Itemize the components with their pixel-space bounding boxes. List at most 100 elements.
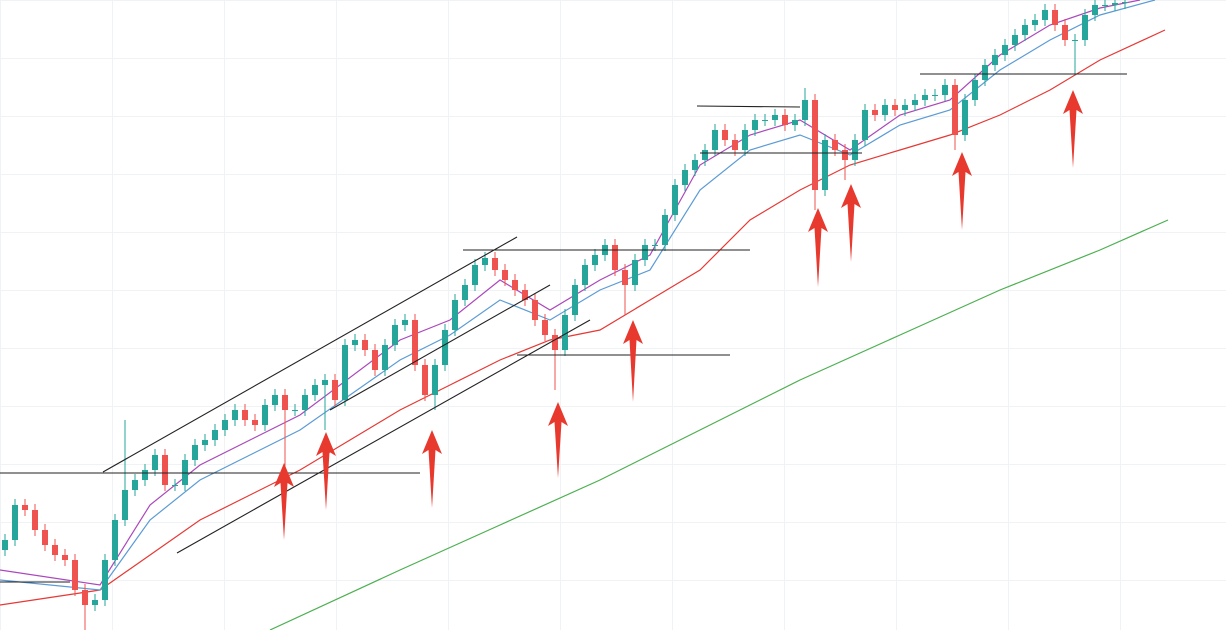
candle-body xyxy=(1122,2,1128,3)
candle-body xyxy=(82,590,88,605)
candle-body xyxy=(32,510,38,530)
arrow xyxy=(274,463,294,540)
candle-body xyxy=(692,160,698,170)
candle-body xyxy=(302,395,308,410)
candle-body xyxy=(572,285,578,315)
candle-body xyxy=(1032,20,1038,25)
arrow xyxy=(422,430,442,508)
arrow xyxy=(1063,90,1083,168)
candle-body xyxy=(2,540,8,550)
arrow xyxy=(841,184,861,262)
candle-body xyxy=(1102,5,1108,6)
moving-average xyxy=(0,29,1166,606)
candle-body xyxy=(162,455,168,485)
candle-body xyxy=(892,105,898,110)
candle-body xyxy=(192,445,198,460)
candle-body xyxy=(922,95,928,100)
candle-body xyxy=(492,258,498,270)
candle-body xyxy=(782,115,788,125)
candle-body xyxy=(372,350,378,370)
candle-body xyxy=(352,340,358,345)
candle-body xyxy=(982,65,988,80)
candle-body xyxy=(1092,5,1098,15)
candle-body xyxy=(732,140,738,150)
candle-body xyxy=(232,410,238,420)
candle-body xyxy=(632,260,638,285)
candle-body xyxy=(402,320,408,325)
candle-body xyxy=(92,600,98,605)
candle-body xyxy=(1002,45,1008,55)
candle-body xyxy=(1022,25,1028,35)
candle-body xyxy=(102,560,108,600)
candle-body xyxy=(852,140,858,160)
candle-body xyxy=(712,130,718,150)
candle-body xyxy=(942,85,948,95)
candle-body xyxy=(642,245,648,260)
candle-body xyxy=(662,215,668,245)
candle-body xyxy=(832,140,838,150)
moving-average xyxy=(269,219,1169,630)
candle-body xyxy=(1042,10,1048,20)
candle-body xyxy=(742,130,748,150)
candle-body xyxy=(322,380,328,385)
candle-body xyxy=(992,55,998,65)
candle-body xyxy=(1052,10,1058,25)
candle-body xyxy=(702,150,708,160)
candle-body xyxy=(792,120,798,125)
candle-body xyxy=(1062,25,1068,40)
candle-body xyxy=(462,285,468,300)
candle-body xyxy=(972,80,978,100)
candle-body xyxy=(1082,15,1088,40)
candle-body xyxy=(432,365,438,395)
moving-average xyxy=(0,0,1141,586)
candle-body xyxy=(952,85,958,135)
candle-body xyxy=(272,395,278,405)
candle-body xyxy=(72,560,78,590)
candle-body xyxy=(1112,3,1118,5)
candle-body xyxy=(802,100,808,120)
candle-body xyxy=(222,420,228,430)
candle-body xyxy=(902,105,908,110)
candle-body xyxy=(512,280,518,290)
candle-body xyxy=(42,530,48,545)
candle-body xyxy=(582,265,588,285)
candle-body xyxy=(122,490,128,520)
candle-body xyxy=(472,265,478,285)
candle-body xyxy=(822,140,828,190)
trend-line xyxy=(696,105,801,108)
candle-body xyxy=(842,150,848,160)
candle-body xyxy=(552,335,558,350)
candle-body xyxy=(342,345,348,400)
candle-body xyxy=(332,380,338,400)
candle-body xyxy=(392,325,398,345)
trend-line xyxy=(176,319,591,554)
candle-body xyxy=(962,100,968,135)
candle-body xyxy=(762,120,768,121)
candle-body xyxy=(612,245,618,270)
candle-body xyxy=(542,320,548,335)
candle-body xyxy=(132,480,138,490)
candle-body xyxy=(242,410,248,420)
candle-body xyxy=(772,115,778,120)
candle-body xyxy=(622,270,628,285)
candle-body xyxy=(812,100,818,190)
candle-body xyxy=(262,405,268,425)
candle-body xyxy=(652,245,658,246)
candle-body xyxy=(592,255,598,265)
arrow xyxy=(952,152,972,230)
candle-body xyxy=(282,395,288,410)
trend-line xyxy=(329,284,551,411)
candle-body xyxy=(362,340,368,350)
candle-body xyxy=(672,185,678,215)
candle-body xyxy=(22,505,28,510)
arrow xyxy=(316,432,336,510)
candle-body xyxy=(412,320,418,365)
candle-body xyxy=(442,330,448,365)
candle-body xyxy=(1012,35,1018,45)
candle-body xyxy=(292,410,298,411)
candle-body xyxy=(12,505,18,540)
candle-body xyxy=(562,315,568,350)
candle-body xyxy=(912,100,918,105)
